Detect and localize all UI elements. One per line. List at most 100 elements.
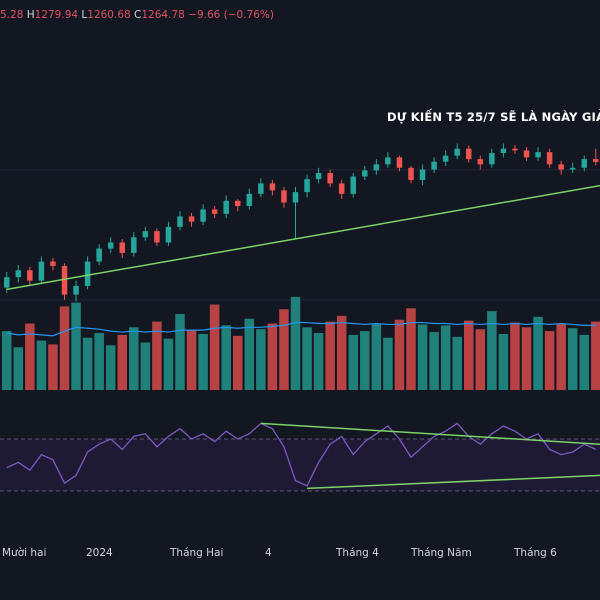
candle-body [38,261,45,281]
volume-bar [336,315,347,390]
rsi-trendline-lower [307,474,600,490]
candle-body [223,200,229,214]
volume-bar [82,337,93,390]
volume-ma-line [6,321,596,337]
candle-body [73,285,79,295]
candle-body [350,176,356,194]
candle-body [165,226,172,243]
volume-bar [302,327,312,390]
candle-body [431,161,437,170]
volume-bar [325,321,335,390]
candle-body [27,270,33,281]
candle-body [304,179,310,193]
volume-bar [117,334,127,390]
volume-bar [163,338,174,390]
candle-body [581,159,587,168]
candle-body [477,159,484,165]
volume-bar [256,329,266,390]
volume-bar [313,333,324,390]
candle-body [96,248,102,262]
volume-bar [105,345,116,390]
volume-bar [591,321,600,390]
open-value: 5.28 [0,9,24,21]
candle-body [338,183,345,194]
x-tick-label: Tháng Năm [411,547,472,559]
volume-bar [152,321,162,390]
candle-body [131,237,137,253]
volume-bar [452,336,462,390]
candle-body [154,231,160,243]
volume-bar [360,331,370,390]
volume-bar [521,327,532,390]
volume-bar [417,324,428,390]
high-key: H [26,9,35,21]
volume-bar [290,296,301,390]
candle-body [327,173,333,184]
chart-annotation: DỰ KIẾN T5 25/7 SẼ LÀ NGÀY GIẢ [387,110,600,124]
candle-body [442,155,449,162]
candle-body [408,167,414,180]
rsi-trendline-upper [260,422,600,445]
candle-body [50,261,56,266]
volume-bar [440,325,451,390]
volume-bar [244,318,255,390]
candle-body [569,167,576,170]
candle-body [512,148,518,151]
candle-body [373,164,380,171]
high-value: 1279.94 [34,9,79,21]
volume-bar [209,304,220,390]
candle-body [489,153,495,165]
candle-body [107,242,114,249]
volume-bar [279,309,289,390]
volume-bar [394,319,405,390]
x-tick-label: Tháng Hai [170,547,224,559]
volume-bar [25,323,35,390]
volume-bar [579,334,589,390]
volume-bar [487,311,497,390]
volume-bar [59,306,70,390]
volume-bar [556,323,566,390]
volume-bar [544,331,555,390]
volume-bar [267,323,278,390]
candle-body [177,216,183,227]
volume-bar [48,344,58,390]
volume-bar [567,328,578,390]
volume-bar [36,340,47,390]
candle-body [15,270,22,278]
candle-body [315,173,322,180]
candle-body [500,148,507,154]
candle-body [535,152,541,158]
candle-body [523,150,530,158]
rsi-line [6,422,597,487]
x-tick-label: Tháng 6 [514,547,557,559]
volume-bar [371,323,382,390]
candle-body [396,157,403,168]
volume-bar [348,334,358,390]
ohlc-readout: 5.28 H1279.94 L1260.68 C1264.78 −9.66 (−… [0,9,274,21]
candle-body [269,183,276,191]
volume-bar [475,329,486,390]
volume-bar [221,325,231,390]
x-tick-label: 2024 [86,547,113,559]
volume-bar [429,332,439,390]
low-value: 1260.68 [87,9,131,21]
volume-bar [186,330,197,390]
candle-body [4,277,10,288]
volume-bar [94,333,104,390]
close-value: 1264.78 [141,9,185,21]
x-tick-label: Mười hai [2,547,47,559]
volume-bar [406,308,416,390]
candle-body [281,190,287,203]
volume-bar [510,322,520,390]
volume-bar [233,335,243,390]
candle-body [258,183,264,194]
change-value: −9.66 (−0.76%) [188,9,275,21]
volume-bar [498,333,509,390]
volume-bar [383,337,393,390]
volume-bar [71,302,81,390]
candle-body [235,200,241,206]
candle-body [119,242,125,253]
candle-body [200,209,206,222]
candle-body [419,169,426,180]
